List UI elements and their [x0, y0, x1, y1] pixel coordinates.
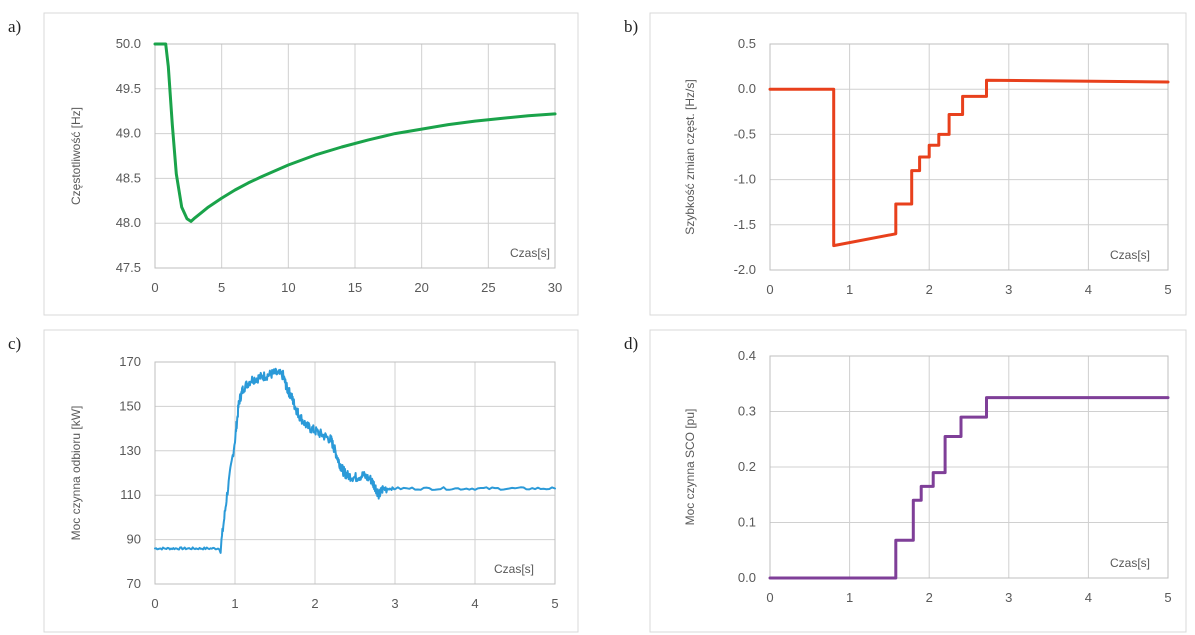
y-tick-label: 170: [119, 354, 141, 369]
x-tick-label: 2: [311, 596, 318, 611]
panel-frame: [649, 12, 1187, 316]
x-tick-label: 5: [1164, 590, 1171, 605]
panel-letter: a): [8, 17, 21, 36]
series-line-0: [153, 42, 557, 223]
y-tick-label: 49.5: [116, 81, 141, 96]
y-axis-label: Szybkość zmian częst. [Hz/s]: [683, 79, 697, 234]
y-tick-label: -1.5: [734, 217, 756, 232]
x-tick-label: 2: [926, 282, 933, 297]
y-tick-label: 150: [119, 398, 141, 413]
y-tick-label: 70: [127, 576, 141, 591]
x-tick-label: 0: [766, 282, 773, 297]
y-tick-label: 90: [127, 532, 141, 547]
y-tick-label: 110: [120, 487, 141, 502]
panel-frame: [43, 329, 579, 633]
y-tick-label: 0.1: [738, 515, 756, 530]
y-tick-label: 50.0: [116, 36, 141, 51]
x-axis-label: Czas[s]: [494, 562, 534, 576]
x-tick-label: 5: [218, 280, 225, 295]
x-tick-label: 5: [551, 596, 558, 611]
y-tick-label: 0.0: [738, 81, 756, 96]
x-tick-label: 4: [471, 596, 478, 611]
y-axis-label: Częstotliwość [Hz]: [69, 107, 83, 205]
x-tick-label: 0: [151, 280, 158, 295]
y-tick-label: 48.5: [116, 170, 141, 185]
y-tick-label: 0.4: [738, 348, 756, 363]
panel-letter: b): [624, 17, 638, 36]
plot-area: [769, 43, 1169, 271]
y-tick-label: 0.0: [738, 570, 756, 585]
y-tick-label: -1.0: [734, 172, 756, 187]
series-line-0: [154, 367, 556, 554]
y-tick-label: -2.0: [734, 262, 756, 277]
y-tick-label: 130: [119, 443, 141, 458]
series-line-0: [768, 396, 1170, 580]
x-axis-label: Czas[s]: [1110, 556, 1150, 570]
y-tick-label: -0.5: [734, 126, 756, 141]
y-tick-label: 48.0: [116, 215, 141, 230]
gridlines: [769, 43, 1169, 271]
x-tick-label: 15: [348, 280, 362, 295]
x-tick-label: 2: [926, 590, 933, 605]
x-tick-label: 3: [1005, 282, 1012, 297]
y-tick-label: 47.5: [116, 260, 141, 275]
plot-area: [769, 355, 1169, 579]
x-tick-label: 30: [548, 280, 562, 295]
panel-letter: d): [624, 334, 638, 353]
chart-panel-a: a) 0 5 10 15 20 25 30 47.5 48.0 48.5 49.0 49.5 50.0 Cz…: [8, 12, 579, 316]
x-tick-label: 25: [481, 280, 495, 295]
y-axis-label: Moc czynna odbioru [kW]: [69, 406, 83, 541]
panel-frame: [43, 12, 579, 316]
x-tick-label: 5: [1164, 282, 1171, 297]
x-axis-label: Czas[s]: [1110, 248, 1150, 262]
x-tick-label: 20: [414, 280, 428, 295]
y-axis-label: Moc czynna SCO [pu]: [683, 409, 697, 526]
chart-panel-d: d) 0 1 2 3 4 5 0.0 0.1 0.2 0.3 0.4 Czas[s] Moc czynna…: [624, 329, 1187, 633]
series-line-0: [768, 78, 1170, 248]
x-axis-label: Czas[s]: [510, 246, 550, 260]
x-tick-label: 4: [1085, 282, 1092, 297]
x-tick-label: 1: [846, 590, 853, 605]
panel-frame: [649, 329, 1187, 633]
plot-area: [154, 43, 556, 269]
x-tick-label: 3: [1005, 590, 1012, 605]
panel-letter: c): [8, 334, 21, 353]
chart-panel-c: c) 0 1 2 3 4 5 70 90 110 130 150 170 Czas[s] Moc czynn…: [8, 329, 579, 633]
x-tick-label: 3: [391, 596, 398, 611]
y-tick-label: 0.2: [738, 459, 756, 474]
x-tick-label: 10: [281, 280, 295, 295]
y-tick-label: 0.5: [738, 36, 756, 51]
x-tick-label: 1: [231, 596, 238, 611]
gridlines: [154, 43, 556, 269]
y-tick-label: 49.0: [116, 126, 141, 141]
x-tick-label: 1: [846, 282, 853, 297]
x-tick-label: 4: [1085, 590, 1092, 605]
gridlines: [769, 355, 1169, 579]
plot-area: [154, 361, 556, 585]
chart-panel-b: b) 0 1 2 3 4 5 -2.0 -1.5 -1.0 -0.5 0.0 0.5 Czas[s] Szy…: [624, 12, 1187, 316]
x-tick-label: 0: [151, 596, 158, 611]
y-tick-label: 0.3: [738, 404, 756, 419]
x-tick-label: 0: [766, 590, 773, 605]
